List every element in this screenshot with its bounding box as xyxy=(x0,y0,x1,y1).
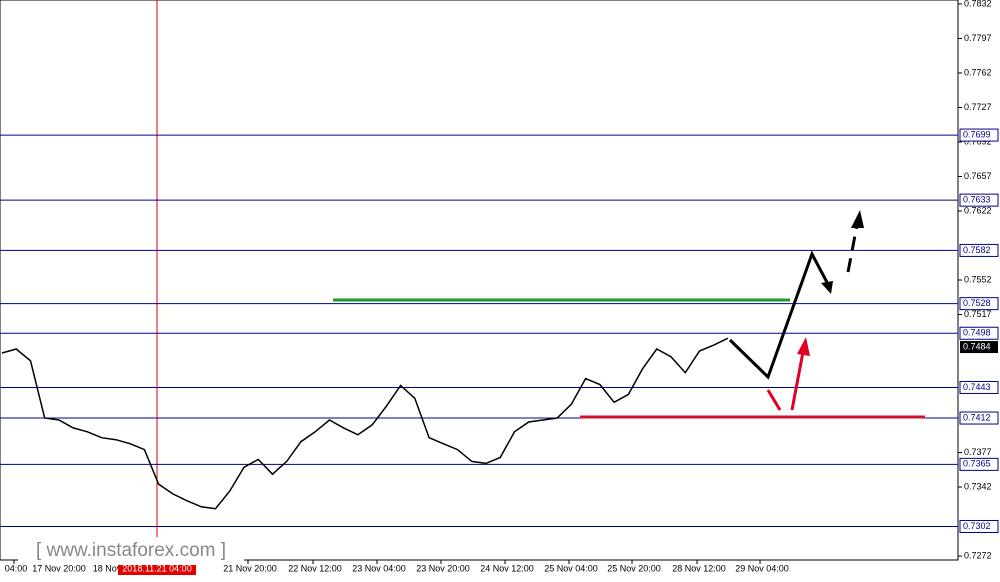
level-label-box xyxy=(959,326,999,340)
x-tick-label: 18 Nov xyxy=(93,563,122,573)
y-tick-label: 0.7377 xyxy=(964,447,992,457)
price-line xyxy=(1,337,729,510)
level-label-box xyxy=(959,519,999,533)
y-tick-label: 0.7727 xyxy=(964,102,992,112)
y-tick-label: 0.7342 xyxy=(964,481,992,491)
level-label: 0.7365 xyxy=(963,459,991,469)
plot-frame xyxy=(0,0,959,561)
level-label: 0.7412 xyxy=(963,412,991,422)
x-tick-label: 17 Nov 20:00 xyxy=(32,563,86,573)
level-label: 0.7498 xyxy=(963,328,991,338)
arrow-head xyxy=(821,281,833,294)
level-label-box xyxy=(959,380,999,394)
y-tick-label: 0.7552 xyxy=(964,274,992,284)
x-tick-label: 25 Nov 04:00 xyxy=(544,563,598,573)
cursor-label: 2018.11.21 04:00 xyxy=(122,563,191,573)
x-tick-label: 23 Nov 20:00 xyxy=(416,563,470,573)
level-label-box xyxy=(959,297,999,311)
watermark: [ www.instaforex.com ] xyxy=(36,540,226,561)
price-label-box xyxy=(960,341,998,354)
y-tick-label: 0.7797 xyxy=(964,33,992,43)
forecast-dash xyxy=(846,224,859,273)
x-tick-label: 28 Nov 12:00 xyxy=(672,563,726,573)
cursor-label-box xyxy=(118,563,196,575)
y-tick-label: 0.7657 xyxy=(964,171,992,181)
level-label-box xyxy=(959,457,999,471)
x-tick-label: 25 Nov 20:00 xyxy=(607,563,661,573)
x-tick-label: 04:00 xyxy=(5,563,28,573)
y-tick-label: 0.7762 xyxy=(964,67,992,77)
level-label: 0.7633 xyxy=(963,195,991,205)
watermark-box xyxy=(18,537,244,565)
y-tick-label: 0.7272 xyxy=(964,550,992,560)
alt-path xyxy=(790,351,805,411)
level-label-box xyxy=(959,128,999,142)
price-label: 0.7484 xyxy=(963,341,991,351)
x-tick-label: 21 Nov 20:00 xyxy=(223,563,277,573)
forecast-path xyxy=(728,250,832,380)
y-tick-label: 0.7517 xyxy=(964,309,992,319)
level-label-box xyxy=(959,193,999,207)
x-tick-label: 24 Nov 12:00 xyxy=(480,563,534,573)
y-tick-label: 0.7622 xyxy=(964,205,992,215)
level-label: 0.7443 xyxy=(963,382,991,392)
y-tick-label: 0.7832 xyxy=(964,0,992,8)
level-label-box xyxy=(959,411,999,425)
arrow-head xyxy=(797,337,810,356)
level-label: 0.7528 xyxy=(963,298,991,308)
level-label-box xyxy=(959,243,999,257)
level-label: 0.7699 xyxy=(963,129,991,139)
level-label: 0.7582 xyxy=(963,245,991,255)
level-label: 0.7302 xyxy=(963,521,991,531)
x-tick-label: 29 Nov 04:00 xyxy=(735,563,789,573)
alt-path xyxy=(766,389,782,411)
x-tick-label: 23 Nov 04:00 xyxy=(352,563,406,573)
arrow-head xyxy=(851,210,864,228)
x-tick-label: 22 Nov 12:00 xyxy=(288,563,342,573)
